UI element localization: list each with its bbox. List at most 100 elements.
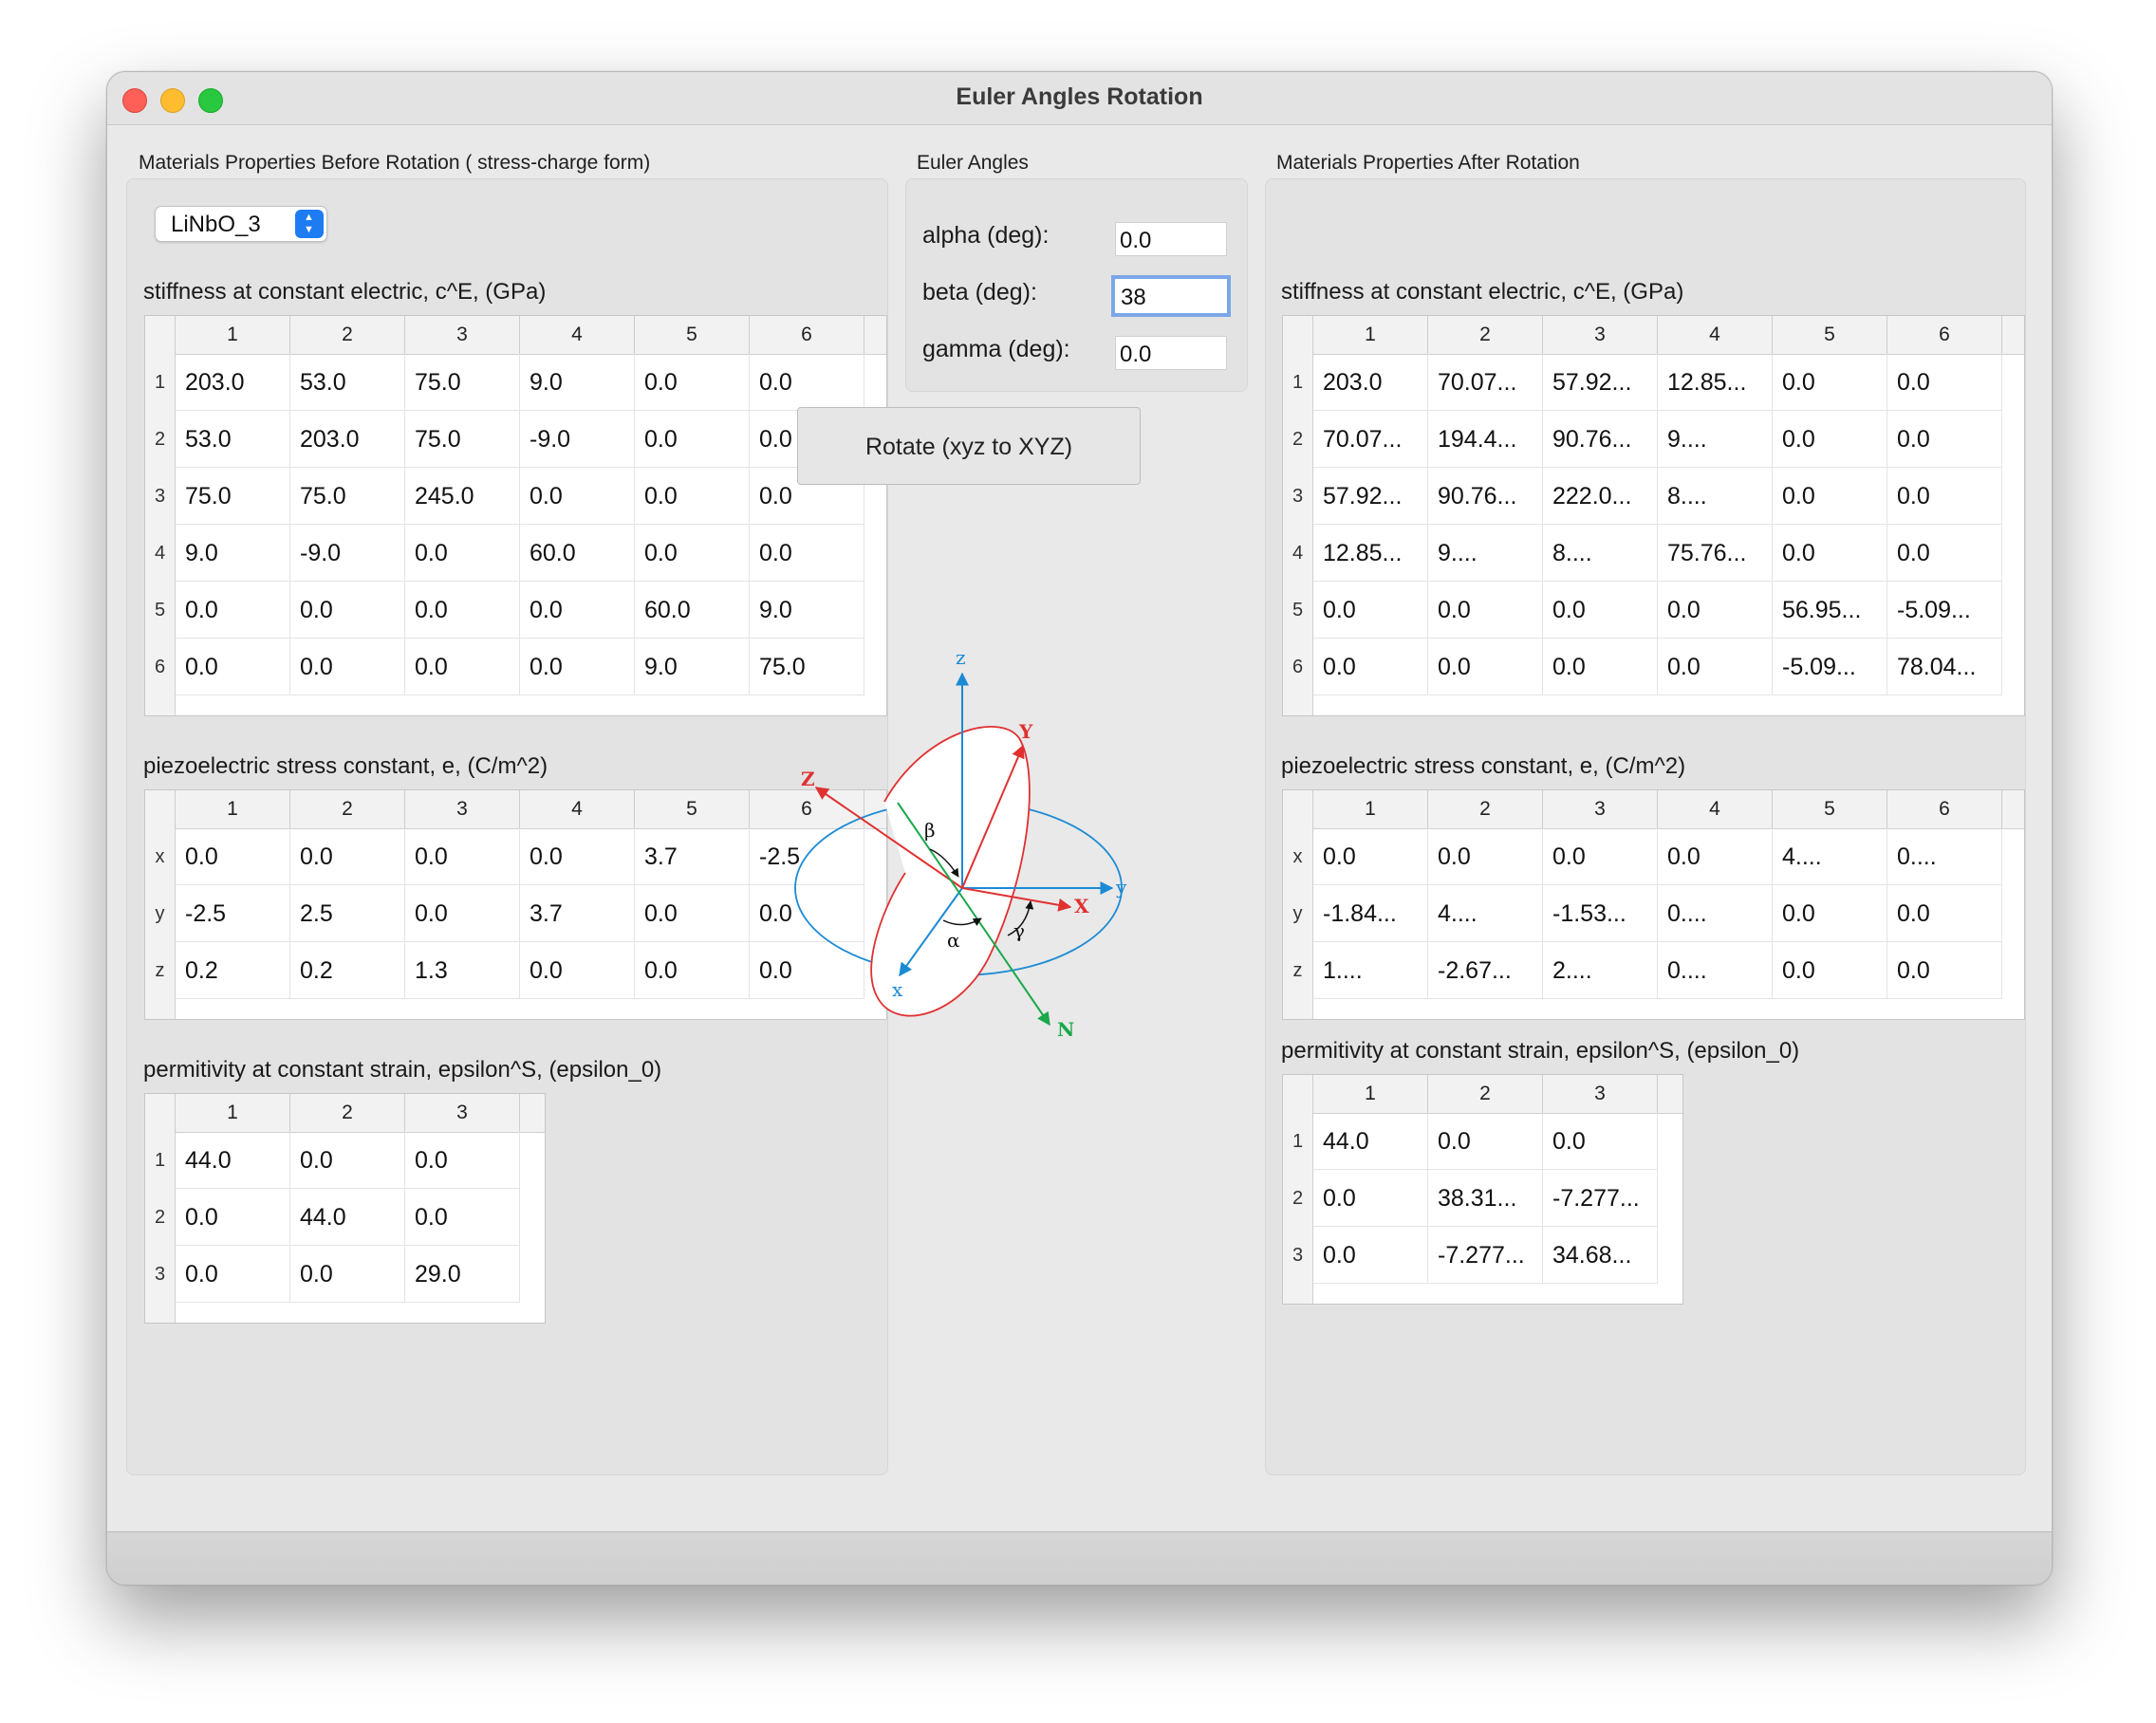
row-header[interactable]: 1 bbox=[1283, 354, 1313, 411]
table-cell[interactable]: 75.0 bbox=[405, 411, 520, 468]
row-header[interactable]: 4 bbox=[145, 525, 176, 582]
table-cell[interactable]: 0.0 bbox=[405, 525, 520, 582]
row-header[interactable]: y bbox=[1283, 885, 1313, 942]
table-cell[interactable]: 2.... bbox=[1543, 942, 1658, 999]
column-header[interactable]: 5 bbox=[635, 316, 750, 354]
table-cell[interactable]: 0.0 bbox=[635, 942, 750, 999]
table-cell[interactable]: 53.0 bbox=[176, 411, 290, 468]
table-cell[interactable]: -9.0 bbox=[520, 411, 635, 468]
minimize-button[interactable] bbox=[160, 88, 185, 113]
table-cell[interactable]: 57.92... bbox=[1313, 468, 1428, 525]
column-header[interactable]: 6 bbox=[1887, 316, 2002, 354]
column-header[interactable]: 3 bbox=[405, 790, 520, 828]
row-header[interactable]: 1 bbox=[1283, 1113, 1313, 1170]
column-header[interactable]: 3 bbox=[1543, 790, 1658, 828]
table-cell[interactable]: 0.... bbox=[1658, 942, 1773, 999]
table-cell[interactable]: 90.76... bbox=[1428, 468, 1543, 525]
table-cell[interactable]: 75.76... bbox=[1658, 525, 1773, 582]
table-cell[interactable]: 0.0 bbox=[1428, 582, 1543, 639]
column-header[interactable]: 3 bbox=[1543, 1075, 1658, 1113]
column-header[interactable]: 6 bbox=[1887, 790, 2002, 828]
table-cell[interactable]: 12.85... bbox=[1658, 354, 1773, 411]
table-cell[interactable]: 222.0... bbox=[1543, 468, 1658, 525]
table-cell[interactable]: 0.0 bbox=[635, 468, 750, 525]
table-cell[interactable]: 0.0 bbox=[1887, 354, 2002, 411]
table-cell[interactable]: 70.07... bbox=[1428, 354, 1543, 411]
table-cell[interactable]: 0.0 bbox=[1543, 639, 1658, 695]
table-cell[interactable]: 3.7 bbox=[520, 885, 635, 942]
column-header[interactable]: 1 bbox=[1313, 316, 1428, 354]
table-cell[interactable]: 0.0 bbox=[290, 1132, 405, 1189]
column-header[interactable]: 4 bbox=[520, 316, 635, 354]
close-button[interactable] bbox=[122, 88, 147, 113]
table-cell[interactable]: 8.... bbox=[1658, 468, 1773, 525]
table-cell[interactable]: 0.0 bbox=[290, 639, 405, 695]
table-cell[interactable]: 44.0 bbox=[176, 1132, 290, 1189]
alpha-input[interactable] bbox=[1115, 222, 1227, 256]
table-cell[interactable]: -7.277... bbox=[1428, 1227, 1543, 1284]
column-header[interactable]: 3 bbox=[405, 316, 520, 354]
row-header[interactable]: x bbox=[1283, 828, 1313, 885]
table-cell[interactable]: 203.0 bbox=[290, 411, 405, 468]
table-cell[interactable]: 0.0 bbox=[750, 525, 864, 582]
column-header[interactable]: 5 bbox=[1773, 790, 1887, 828]
column-header[interactable]: 1 bbox=[176, 316, 290, 354]
column-header[interactable]: 4 bbox=[1658, 790, 1773, 828]
column-header[interactable]: 1 bbox=[176, 790, 290, 828]
zoom-button[interactable] bbox=[198, 88, 223, 113]
table-cell[interactable]: 4.... bbox=[1773, 828, 1887, 885]
table-cell[interactable]: 0.0 bbox=[1773, 411, 1887, 468]
column-header[interactable]: 5 bbox=[1773, 316, 1887, 354]
table-cell[interactable]: 1.... bbox=[1313, 942, 1428, 999]
table-cell[interactable]: 0.0 bbox=[1658, 639, 1773, 695]
column-header[interactable]: 1 bbox=[1313, 790, 1428, 828]
row-header[interactable]: z bbox=[1283, 942, 1313, 999]
table-cell[interactable]: 60.0 bbox=[520, 525, 635, 582]
table-cell[interactable]: 0.0 bbox=[176, 828, 290, 885]
table-cell[interactable]: 0.0 bbox=[405, 1132, 520, 1189]
table-cell[interactable]: -1.84... bbox=[1313, 885, 1428, 942]
gamma-input[interactable] bbox=[1115, 336, 1227, 370]
table-cell[interactable]: 0.0 bbox=[520, 468, 635, 525]
rotate-button[interactable]: Rotate (xyz to XYZ) bbox=[797, 407, 1141, 485]
table-cell[interactable]: 0.0 bbox=[1428, 1113, 1543, 1170]
table-cell[interactable]: 0.0 bbox=[520, 828, 635, 885]
table-cell[interactable]: -5.09... bbox=[1887, 582, 2002, 639]
table-cell[interactable]: 0.0 bbox=[1887, 885, 2002, 942]
row-header[interactable]: 5 bbox=[145, 582, 176, 639]
table-cell[interactable]: 0.0 bbox=[750, 942, 864, 999]
table-cell[interactable]: 0.... bbox=[1887, 828, 2002, 885]
table-cell[interactable]: 0.0 bbox=[405, 1189, 520, 1246]
table-cell[interactable]: 0.0 bbox=[1428, 639, 1543, 695]
table-cell[interactable]: -7.277... bbox=[1543, 1170, 1658, 1227]
table-cell[interactable]: 9.0 bbox=[176, 525, 290, 582]
before-permittivity-table[interactable]: 1 2 3 1 44.0 0.0 0.0 2 0.0 44.0 0.0 3 0.0 0.0 29.0 bbox=[144, 1093, 546, 1324]
table-cell[interactable]: 0.0 bbox=[635, 525, 750, 582]
table-cell[interactable]: 0.0 bbox=[176, 582, 290, 639]
table-cell[interactable]: 0.0 bbox=[290, 1246, 405, 1303]
table-cell[interactable]: 34.68... bbox=[1543, 1227, 1658, 1284]
table-cell[interactable]: 0.0 bbox=[290, 828, 405, 885]
table-cell[interactable]: 0.2 bbox=[176, 942, 290, 999]
material-select[interactable]: LiNbO_3 ▲ ▼ bbox=[155, 206, 327, 242]
table-cell[interactable]: 0.0 bbox=[750, 468, 864, 525]
table-cell[interactable]: 44.0 bbox=[290, 1189, 405, 1246]
column-header[interactable]: 3 bbox=[405, 1094, 520, 1132]
before-stiffness-table[interactable]: 1 2 3 4 5 6 1 203.0 53.0 75.0 9.0 0.0 0.0 2 53.0 203.0 7… bbox=[144, 315, 887, 716]
table-cell[interactable]: 75.0 bbox=[176, 468, 290, 525]
table-cell[interactable]: 9.0 bbox=[520, 354, 635, 411]
title-bar[interactable]: Euler Angles Rotation bbox=[107, 72, 2052, 125]
row-header[interactable]: y bbox=[145, 885, 176, 942]
row-header[interactable]: 2 bbox=[145, 1189, 176, 1246]
column-header[interactable]: 2 bbox=[1428, 790, 1543, 828]
table-cell[interactable]: 0.0 bbox=[635, 354, 750, 411]
table-cell[interactable]: 8.... bbox=[1543, 525, 1658, 582]
table-cell[interactable]: 0.0 bbox=[1313, 1170, 1428, 1227]
table-cell[interactable]: 0.0 bbox=[635, 885, 750, 942]
column-header[interactable]: 1 bbox=[176, 1094, 290, 1132]
row-header[interactable]: 3 bbox=[145, 468, 176, 525]
table-cell[interactable]: 0.0 bbox=[1428, 828, 1543, 885]
table-cell[interactable]: 1.3 bbox=[405, 942, 520, 999]
table-cell[interactable]: 78.04... bbox=[1887, 639, 2002, 695]
table-cell[interactable]: 44.0 bbox=[1313, 1113, 1428, 1170]
